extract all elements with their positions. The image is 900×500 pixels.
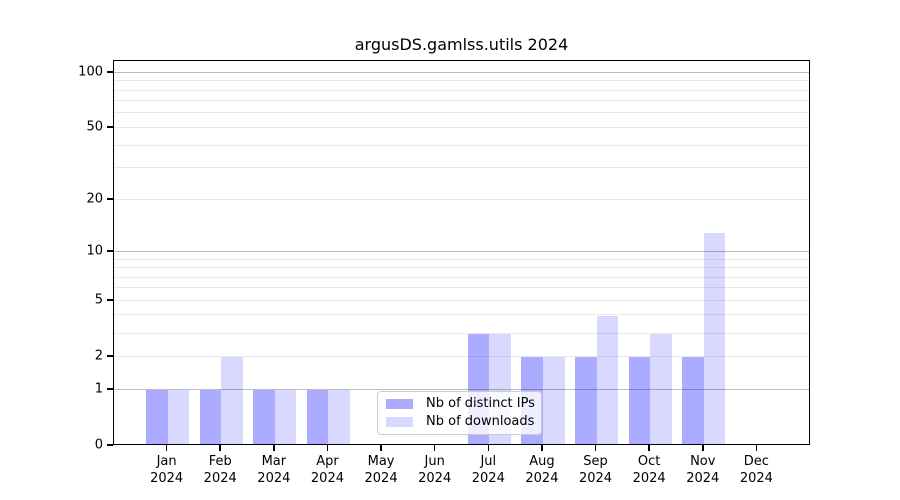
x-tick-label-oct: Oct 2024	[632, 454, 666, 486]
x-tick-mark-dec	[755, 445, 758, 451]
y-tick-mark-5	[107, 299, 113, 301]
bar-downloads-apr	[328, 390, 351, 445]
bar-downloads-sep	[596, 315, 619, 445]
gridline-1	[114, 388, 809, 390]
y-tick-mark-100	[107, 71, 113, 73]
x-tick-year-jun: 2024	[418, 471, 452, 486]
x-tick-label-jul: Jul 2024	[471, 454, 505, 486]
x-tick-year-dec: 2024	[739, 471, 773, 486]
x-tick-mark-jul	[487, 445, 490, 451]
x-tick-label-aug: Aug 2024	[525, 454, 559, 486]
gridline-60	[114, 112, 809, 114]
gridline-4	[114, 314, 809, 316]
legend-label-distinct-ips: Nb of distinct IPs	[426, 396, 535, 411]
y-tick-label-10: 10	[86, 243, 103, 259]
y-tick-label-0: 0	[94, 437, 103, 453]
x-tick-mark-may	[380, 445, 382, 451]
bar-distinct-ips-mar	[253, 390, 275, 445]
y-tick-mark-20	[107, 198, 113, 200]
legend-row-downloads: Nb of downloads	[386, 415, 534, 429]
bar-distinct-ips-sep	[574, 357, 597, 445]
x-tick-label-may: May 2024	[364, 454, 398, 486]
x-tick-mark-feb	[219, 445, 221, 451]
gridline-100	[114, 71, 809, 73]
bar-downloads-jan	[167, 390, 190, 445]
x-tick-year-nov: 2024	[686, 471, 720, 486]
gridline-3	[114, 332, 809, 334]
bar-downloads-oct	[650, 334, 672, 445]
y-tick-label-5: 5	[94, 292, 103, 308]
gridline-10	[114, 250, 809, 252]
legend-label-downloads: Nb of downloads	[426, 414, 535, 429]
x-tick-mark-jan	[165, 445, 168, 451]
y-tick-mark-2	[107, 355, 113, 357]
chart-title: argusDS.gamlss.utils 2024	[354, 35, 569, 54]
y-tick-label-20: 20	[86, 191, 103, 207]
bar-distinct-ips-feb	[199, 390, 222, 445]
y-tick-mark-50	[107, 126, 113, 128]
x-tick-mark-jun	[433, 445, 436, 451]
x-tick-year-feb: 2024	[203, 471, 237, 486]
gridline-20	[114, 198, 809, 200]
y-tick-label-100: 100	[78, 64, 103, 80]
y-tick-label-50: 50	[86, 119, 103, 135]
x-tick-year-oct: 2024	[632, 471, 666, 486]
x-tick-year-jan: 2024	[150, 471, 184, 486]
x-tick-mark-aug	[541, 445, 543, 451]
bar-downloads-aug	[542, 357, 565, 445]
y-tick-label-1: 1	[94, 381, 103, 397]
x-tick-label-dec: Dec 2024	[739, 454, 773, 486]
bar-distinct-ips-oct	[628, 357, 651, 445]
x-tick-mark-nov	[702, 445, 704, 451]
x-tick-mark-sep	[594, 445, 597, 451]
x-tick-year-apr: 2024	[310, 471, 344, 486]
bar-downloads-mar	[274, 390, 297, 445]
x-tick-year-mar: 2024	[257, 471, 291, 486]
gridline-2	[114, 355, 809, 357]
legend-swatch-downloads	[386, 417, 413, 427]
gridline-40	[114, 144, 809, 146]
y-tick-label-2: 2	[94, 348, 103, 364]
x-tick-mark-mar	[273, 445, 275, 451]
x-tick-label-mar: Mar 2024	[257, 454, 291, 486]
y-tick-mark-10	[107, 250, 113, 252]
y-tick-mark-1	[107, 388, 113, 390]
gridline-70	[114, 100, 809, 102]
plot-area	[113, 60, 810, 445]
gridline-80	[114, 89, 809, 91]
bar-downloads-feb	[221, 357, 243, 445]
gridline-30	[114, 167, 809, 169]
gridline-8	[114, 267, 809, 268]
x-tick-year-sep: 2024	[578, 471, 613, 486]
x-tick-year-aug: 2024	[525, 471, 559, 486]
y-tick-mark-0	[107, 444, 113, 446]
x-tick-label-sep: Sep 2024	[578, 454, 613, 486]
x-tick-label-apr: Apr 2024	[310, 454, 344, 486]
x-tick-label-jun: Jun 2024	[418, 454, 452, 486]
legend-swatch-distinct-ips	[386, 399, 413, 409]
gridline-90	[114, 80, 809, 82]
legend-row-distinct-ips: Nb of distinct IPs	[386, 397, 535, 411]
bar-downloads-nov	[703, 232, 726, 445]
x-tick-year-jul: 2024	[471, 471, 505, 486]
x-tick-label-nov: Nov 2024	[686, 454, 720, 486]
bar-distinct-ips-nov	[682, 357, 704, 445]
bar-distinct-ips-jan	[146, 390, 168, 445]
x-tick-year-may: 2024	[364, 471, 398, 486]
gridline-5	[114, 299, 809, 301]
x-tick-mark-oct	[648, 445, 650, 451]
x-tick-label-feb: Feb 2024	[203, 454, 237, 486]
x-tick-label-jan: Jan 2024	[150, 454, 184, 486]
gridline-6	[114, 287, 809, 289]
gridline-50	[114, 126, 809, 128]
x-tick-mark-apr	[326, 445, 329, 451]
gridline-9	[114, 258, 809, 260]
gridline-7	[114, 276, 809, 278]
legend: Nb of distinct IPs Nb of downloads	[377, 391, 542, 435]
bar-distinct-ips-apr	[306, 390, 329, 445]
